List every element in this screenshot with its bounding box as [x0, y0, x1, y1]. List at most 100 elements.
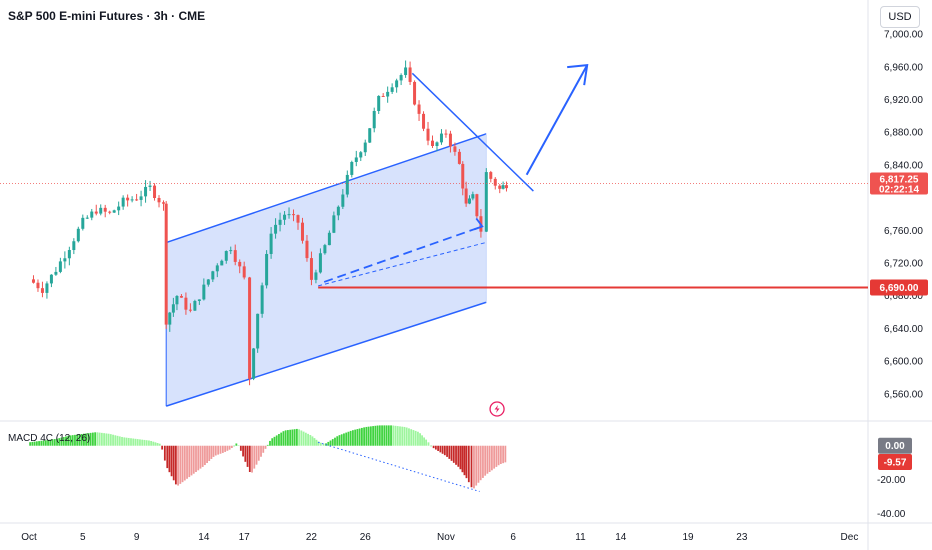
candle-body	[139, 196, 143, 200]
macd-bar	[242, 445, 244, 457]
macd-bar	[114, 435, 117, 446]
candle-body	[350, 161, 354, 175]
candle-body	[390, 87, 394, 92]
candle-body	[395, 80, 399, 88]
macd-bar	[439, 445, 442, 453]
candle-body	[377, 95, 381, 111]
macd-bar	[226, 445, 229, 451]
candle-body	[72, 241, 76, 251]
macd-bar	[448, 445, 451, 459]
candle-body	[242, 266, 246, 278]
candle-body	[372, 110, 376, 129]
macd-bar	[374, 425, 377, 446]
candle-body	[381, 95, 385, 97]
macd-bar	[338, 435, 341, 446]
macd-bar	[96, 432, 99, 446]
candle-body	[215, 265, 219, 272]
macd-zero-value: 0.00	[885, 441, 905, 452]
candle-body	[171, 304, 175, 313]
candle-body	[256, 313, 260, 349]
macd-bar	[212, 445, 215, 457]
candle-body	[54, 271, 58, 275]
macd-bar	[309, 434, 312, 446]
candle-body	[153, 185, 157, 198]
candle-body	[296, 215, 300, 223]
macd-bar	[499, 445, 502, 464]
candle-body	[464, 188, 468, 204]
macd-bar	[112, 434, 114, 446]
macd-bar	[423, 437, 425, 446]
candle-body	[332, 215, 336, 233]
macd-bar	[437, 445, 440, 451]
candle-body	[76, 228, 80, 242]
candle-body	[157, 197, 161, 203]
macd-bar	[367, 426, 370, 446]
macd-bar	[199, 445, 202, 469]
macd-bar	[430, 445, 433, 447]
projection-arrow-shaft	[525, 64, 589, 176]
macd-bar	[327, 441, 330, 446]
macd-bar	[40, 440, 43, 446]
resistance-line	[411, 72, 534, 192]
macd-label: MACD 4C (12, 26)	[8, 433, 90, 444]
dashed-arrow-head	[473, 217, 484, 231]
macd-bar	[197, 445, 200, 471]
time-tick-label: 6	[510, 532, 516, 543]
candle-body	[252, 348, 256, 379]
time-tick-label: 14	[615, 532, 627, 543]
macd-bar	[392, 425, 395, 446]
candle-body	[422, 113, 426, 129]
macd-bar	[181, 445, 184, 483]
macd-bar	[488, 445, 491, 472]
macd-bar	[343, 433, 345, 446]
macd-bar	[235, 443, 238, 446]
candle-body	[448, 133, 452, 147]
macd-tick-label: -20.00	[877, 475, 906, 486]
currency-button[interactable]: USD	[880, 6, 920, 28]
macd-bar	[174, 445, 177, 485]
macd-bar	[33, 441, 36, 446]
macd-bar	[121, 436, 123, 446]
macd-bar	[224, 445, 227, 452]
candle-body	[314, 272, 318, 280]
candle-body	[179, 295, 183, 298]
candle-body	[341, 194, 345, 207]
macd-bar	[118, 436, 121, 446]
macd-bar	[47, 439, 49, 446]
candle-body	[224, 251, 228, 261]
macd-bar	[85, 433, 88, 446]
macd-bar	[136, 439, 139, 446]
macd-bar	[313, 438, 316, 446]
macd-bar	[206, 445, 208, 464]
macd-bar	[166, 445, 169, 469]
macd-zero-tag	[878, 437, 912, 454]
candle-body	[188, 309, 192, 311]
macd-bar	[71, 435, 74, 446]
macd-bar	[300, 430, 303, 446]
macd-bar	[356, 429, 359, 446]
time-tick-label: 11	[575, 532, 586, 543]
candle-body	[399, 75, 403, 81]
time-tick-label: 9	[134, 532, 140, 543]
macd-bar	[399, 426, 401, 446]
candle-body	[461, 163, 465, 189]
price-tick-label: 6,840.00	[884, 160, 923, 171]
candle-body	[193, 300, 197, 311]
macd-bar	[497, 445, 500, 466]
candle-body	[233, 250, 237, 262]
macd-bar	[154, 442, 157, 446]
macd-bar	[217, 445, 220, 455]
macd-bar	[80, 434, 83, 446]
macd-bar	[457, 445, 460, 467]
macd-bar	[145, 440, 148, 446]
candlesticks	[31, 60, 508, 386]
macd-bar	[331, 439, 334, 446]
macd-histogram: MACD 4C (12, 26)	[8, 425, 507, 492]
macd-bar	[410, 429, 413, 446]
candle-body	[168, 312, 172, 325]
macd-bar	[264, 445, 267, 449]
price-tick-label: 7,000.00	[884, 30, 923, 41]
macd-divergence-line	[318, 441, 480, 492]
